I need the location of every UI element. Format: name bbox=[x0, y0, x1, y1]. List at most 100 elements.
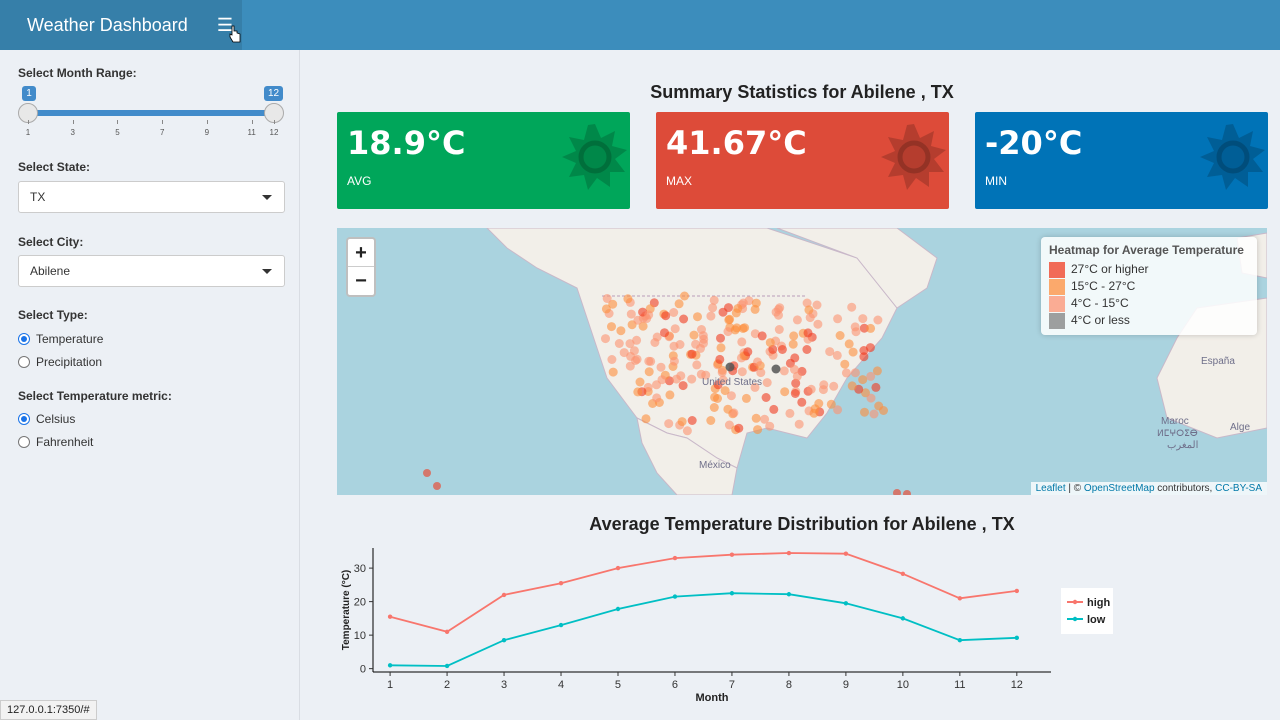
city-marker[interactable] bbox=[826, 399, 836, 409]
city-marker[interactable] bbox=[753, 357, 762, 367]
city-marker[interactable] bbox=[717, 368, 727, 377]
city-marker[interactable] bbox=[903, 490, 911, 495]
city-marker[interactable] bbox=[792, 371, 802, 381]
city-marker[interactable] bbox=[774, 310, 783, 320]
city-marker[interactable] bbox=[709, 403, 719, 412]
city-marker[interactable] bbox=[625, 361, 635, 371]
city-marker[interactable] bbox=[715, 354, 725, 364]
city-marker[interactable] bbox=[725, 362, 735, 372]
city-marker[interactable] bbox=[635, 377, 645, 387]
city-marker[interactable] bbox=[789, 331, 799, 341]
zoom-in-button[interactable]: + bbox=[348, 239, 374, 267]
city-marker[interactable] bbox=[832, 350, 842, 360]
city-marker[interactable] bbox=[626, 309, 636, 319]
city-marker[interactable] bbox=[835, 331, 845, 340]
city-marker[interactable] bbox=[765, 338, 775, 348]
city-marker[interactable] bbox=[751, 413, 761, 423]
city-marker[interactable] bbox=[718, 375, 728, 385]
city-marker[interactable] bbox=[644, 356, 654, 366]
city-marker[interactable] bbox=[873, 315, 883, 325]
radio-fahrenheit[interactable]: Fahrenheit bbox=[18, 435, 93, 451]
city-marker[interactable] bbox=[708, 303, 718, 313]
city-marker[interactable] bbox=[779, 366, 789, 376]
city-marker[interactable] bbox=[710, 392, 720, 402]
city-marker[interactable] bbox=[632, 335, 642, 345]
city-marker[interactable] bbox=[729, 408, 739, 418]
city-marker[interactable] bbox=[693, 312, 702, 322]
city-marker[interactable] bbox=[709, 295, 719, 305]
city-marker[interactable] bbox=[879, 406, 888, 415]
city-marker[interactable] bbox=[762, 378, 772, 388]
city-marker[interactable] bbox=[726, 391, 736, 401]
leaflet-link[interactable]: Leaflet bbox=[1035, 483, 1066, 494]
city-markers[interactable] bbox=[423, 291, 911, 496]
city-marker[interactable] bbox=[660, 328, 669, 338]
city-marker[interactable] bbox=[871, 382, 881, 392]
city-marker[interactable] bbox=[678, 381, 688, 391]
radio-unchecked-icon[interactable] bbox=[18, 355, 30, 368]
city-marker[interactable] bbox=[757, 331, 767, 341]
city-marker[interactable] bbox=[872, 366, 882, 376]
osm-link[interactable]: OpenStreetMap bbox=[1083, 483, 1155, 494]
city-marker[interactable] bbox=[716, 333, 725, 343]
city-marker[interactable] bbox=[741, 393, 751, 403]
city-marker[interactable] bbox=[616, 326, 626, 336]
city-marker[interactable] bbox=[664, 419, 674, 429]
radio-precipitation[interactable]: Precipitation bbox=[18, 355, 102, 371]
radio-checked-icon[interactable] bbox=[18, 332, 30, 345]
city-marker[interactable] bbox=[696, 343, 705, 353]
city-marker[interactable] bbox=[652, 393, 662, 403]
city-marker[interactable] bbox=[608, 299, 618, 309]
city-marker[interactable] bbox=[792, 315, 802, 325]
city-marker[interactable] bbox=[433, 482, 441, 490]
city-marker[interactable] bbox=[601, 304, 611, 314]
city-marker[interactable] bbox=[858, 314, 868, 324]
city-marker[interactable] bbox=[753, 425, 763, 435]
city-marker[interactable] bbox=[818, 385, 828, 395]
city-marker[interactable] bbox=[859, 352, 869, 362]
city-marker[interactable] bbox=[750, 329, 760, 339]
city-marker[interactable] bbox=[806, 384, 816, 394]
city-marker[interactable] bbox=[670, 324, 680, 334]
city-marker[interactable] bbox=[696, 369, 706, 379]
city-marker[interactable] bbox=[602, 294, 612, 303]
city-marker[interactable] bbox=[790, 353, 800, 363]
city-marker[interactable] bbox=[866, 323, 876, 333]
city-marker[interactable] bbox=[656, 362, 666, 372]
zoom-out-button[interactable]: − bbox=[355, 270, 367, 292]
city-marker[interactable] bbox=[608, 367, 618, 377]
city-marker[interactable] bbox=[674, 299, 684, 309]
city-marker[interactable] bbox=[669, 356, 679, 366]
city-marker[interactable] bbox=[687, 349, 697, 359]
city-marker[interactable] bbox=[833, 314, 843, 324]
city-marker[interactable] bbox=[850, 322, 860, 332]
city-marker[interactable] bbox=[706, 416, 716, 425]
city-marker[interactable] bbox=[687, 416, 697, 425]
heatmap-map[interactable]: United States México España Maroc ⵍⵎⵖⵔⵉⴱ… bbox=[337, 228, 1267, 495]
city-marker[interactable] bbox=[677, 417, 687, 427]
city-marker[interactable] bbox=[730, 325, 740, 335]
radio-checked-icon[interactable] bbox=[18, 412, 30, 425]
city-marker[interactable] bbox=[669, 308, 679, 317]
city-marker[interactable] bbox=[802, 345, 812, 354]
city-marker[interactable] bbox=[768, 344, 778, 354]
city-marker[interactable] bbox=[661, 311, 671, 321]
city-marker[interactable] bbox=[614, 339, 624, 348]
city-marker[interactable] bbox=[698, 331, 708, 341]
city-marker[interactable] bbox=[788, 339, 798, 349]
city-marker[interactable] bbox=[750, 304, 760, 314]
city-marker[interactable] bbox=[607, 355, 617, 364]
city-marker[interactable] bbox=[840, 359, 850, 369]
city-marker[interactable] bbox=[829, 381, 839, 391]
city-marker[interactable] bbox=[676, 371, 686, 381]
city-marker[interactable] bbox=[680, 291, 689, 301]
city-marker[interactable] bbox=[850, 368, 860, 378]
city-marker[interactable] bbox=[859, 323, 869, 333]
city-marker[interactable] bbox=[687, 374, 697, 384]
city-marker[interactable] bbox=[791, 378, 801, 388]
city-marker[interactable] bbox=[607, 322, 616, 332]
city-marker[interactable] bbox=[780, 387, 790, 397]
city-marker[interactable] bbox=[790, 389, 800, 398]
city-marker[interactable] bbox=[723, 327, 733, 337]
city-marker[interactable] bbox=[650, 338, 660, 347]
